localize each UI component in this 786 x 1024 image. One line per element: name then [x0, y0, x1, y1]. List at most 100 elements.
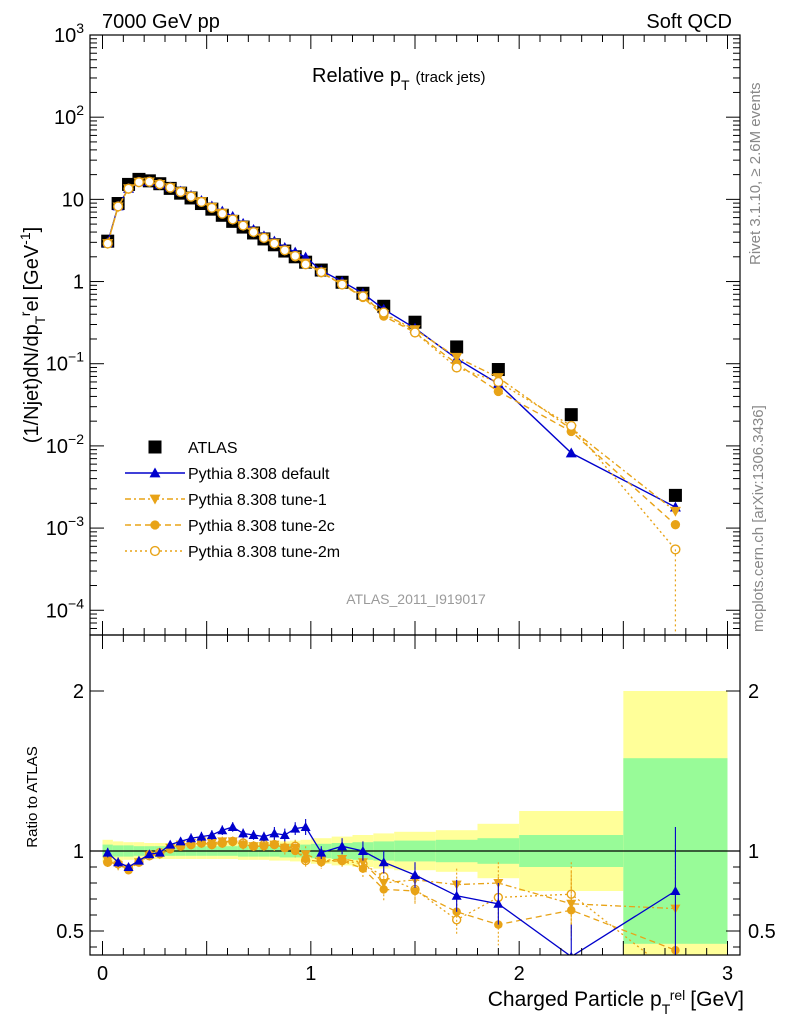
- ratio-point-pythia-8-308-tune-1-20: [316, 856, 327, 866]
- ratio-point-pythia-8-308-default-13: [238, 828, 249, 838]
- point-pythia-8-308-tune-2m-10: [206, 202, 217, 213]
- ratio-line-pythia-8-308-tune-2m: [107, 840, 650, 955]
- ratio-series-group: [102, 819, 681, 980]
- ratio-point-pythia-8-308-default-5: [154, 847, 165, 857]
- legend-item-pythia-8-308-tune-2m: Pythia 8.308 tune-2m: [125, 544, 340, 561]
- point-pythia-8-308-tune-2m-17: [279, 245, 290, 256]
- x-axis-label-suffix: [GeV]: [690, 988, 744, 1011]
- legend-label-pythia-8-308-tune-2c: Pythia 8.308 tune-2c: [188, 518, 335, 535]
- plot-title-suffix: (track jets): [416, 69, 486, 86]
- ratio-point-pythia-8-308-tune-1-11: [217, 837, 228, 847]
- main-y-axis-label: (1/Njet)dN/dpTrel [GeV-1]: [17, 227, 48, 443]
- main-panel: 10−4 10−3 10−2 10−1 1 10 102 103 Relative pT (tr…: [17, 20, 741, 636]
- point-pythia-8-308-tune-1-25: [451, 352, 463, 363]
- legend-label-pythia-8-308-default: Pythia 8.308 default: [188, 466, 330, 483]
- point-pythia-8-308-tune-2m-14: [248, 226, 259, 238]
- plot-title-main: Relative p: [312, 65, 401, 87]
- ratio-point-pythia-8-308-default-12: [227, 822, 238, 831]
- point-pythia-8-308-tune-2c-26: [493, 386, 504, 397]
- ratio-point-pythia-8-308-default-4: [144, 849, 155, 859]
- point-pythia-8-308-tune-2m-11: [217, 208, 228, 219]
- point-pythia-8-308-tune-2m-5: [154, 179, 165, 190]
- ratio-point-pythia-8-308-default-2: [123, 862, 134, 871]
- ratio-point-pythia-8-308-default-11: [217, 825, 228, 835]
- ratio-point-pythia-8-308-tune-1-12: [227, 837, 238, 847]
- point-pythia-8-308-tune-2m-13: [238, 220, 249, 231]
- x-axis-label-sup: rel: [670, 987, 686, 1003]
- point-pythia-8-308-tune-2c-28: [670, 520, 681, 530]
- ratio-point-pythia-8-308-default-27: [569, 951, 574, 955]
- ratio-point-pythia-8-308-tune-1-23: [378, 879, 389, 888]
- point-pythia-8-308-tune-2m-0: [102, 238, 113, 249]
- ratio-point-pythia-8-308-tune-1-19: [300, 850, 311, 860]
- legend-item-pythia-8-308-tune-1: Pythia 8.308 tune-1: [125, 492, 327, 509]
- y-tick-label-0: 10−4: [46, 595, 84, 622]
- point-pythia-8-308-tune-2m-12: [227, 214, 238, 225]
- ratio-point-pythia-8-308-tune-1-27: [566, 899, 577, 909]
- header-energy-label: 7000 GeV pp: [102, 11, 220, 33]
- watermark-label: ATLAS_2011_I919017: [346, 591, 486, 607]
- point-atlas-25: [450, 340, 464, 354]
- legend-label-pythia-8-308-tune-2m: Pythia 8.308 tune-2m: [188, 544, 340, 561]
- ratio-point-pythia-8-308-default-8: [186, 833, 197, 843]
- x-tick-label-2: 2: [514, 963, 525, 985]
- point-pythia-8-308-tune-2m-16: [269, 238, 280, 249]
- ratio-point-pythia-8-308-default-17: [279, 830, 290, 839]
- point-pythia-8-308-tune-2m-26: [493, 376, 504, 388]
- y-tick-label-2: 10−2: [46, 431, 84, 458]
- point-pythia-8-308-default-27: [565, 447, 577, 458]
- ratio-point-pythia-8-308-default-6: [165, 839, 176, 849]
- point-pythia-8-308-tune-2m-7: [175, 186, 186, 198]
- point-pythia-8-308-tune-2m-18: [290, 250, 301, 262]
- line-pythia-8-308-tune-2c: [107, 180, 676, 526]
- ratio-point-pythia-8-308-default-22: [357, 846, 368, 855]
- point-pythia-8-308-tune-2m-20: [316, 267, 327, 278]
- ratio-series-pythia-8-308-default: [102, 819, 681, 955]
- ratio-point-pythia-8-308-default-23: [378, 857, 389, 867]
- ratio-y-tick-label-left-1: 1: [73, 841, 84, 863]
- point-pythia-8-308-tune-2m-25: [451, 362, 462, 373]
- point-pythia-8-308-tune-2m-28: [670, 544, 681, 555]
- ratio-panel: 0.5 0.5 1 1 2 2 0 1 2 3 Ratio to ATLAS Charged Pa…: [24, 634, 776, 1017]
- legend-marker-pythia-8-308-default: [149, 467, 161, 478]
- ratio-point-pythia-8-308-default-21: [337, 841, 348, 851]
- point-pythia-8-308-tune-2m-22: [357, 291, 369, 302]
- plot-title: Relative pT (track jets): [312, 65, 486, 93]
- x-axis-label-sub: T: [662, 1001, 671, 1017]
- series-pythia-8-308-tune-2m: [102, 176, 681, 555]
- ratio-point-pythia-8-308-tune-1-13: [238, 840, 249, 850]
- x-tick-label-3: 3: [722, 963, 733, 985]
- point-pythia-8-308-tune-2m-6: [165, 182, 176, 193]
- x-tick-label-0: 0: [97, 963, 108, 985]
- x-tick-label-1: 1: [305, 963, 316, 985]
- ratio-point-pythia-8-308-tune-2m-28: [671, 972, 679, 980]
- point-atlas-27: [564, 408, 578, 422]
- rivet-version-label: Rivet 3.1.10, ≥ 2.6M events: [747, 83, 764, 266]
- point-pythia-8-308-tune-2m-15: [258, 232, 270, 243]
- plot-title-sub: T: [401, 77, 410, 93]
- x-axis-label: Charged Particle pTrel [GeV]: [488, 987, 744, 1017]
- ratio-y-tick-label-left-0: 0.5: [56, 921, 84, 943]
- ratio-point-pythia-8-308-tune-1-15: [258, 842, 269, 852]
- line-pythia-8-308-default: [107, 180, 676, 508]
- ratio-point-pythia-8-308-tune-1-16: [269, 840, 280, 850]
- legend-marker-pythia-8-308-tune-2c: [150, 520, 160, 530]
- point-pythia-8-308-tune-2m-24: [409, 327, 421, 338]
- ratio-point-pythia-8-308-default-15: [258, 831, 269, 841]
- ratio-point-pythia-8-308-tune-1-0: [102, 856, 113, 866]
- main-marks: [101, 172, 682, 635]
- point-pythia-8-308-tune-2m-27: [566, 420, 577, 432]
- point-pythia-8-308-tune-2m-21: [336, 279, 348, 290]
- ratio-y-tick-label-left-2: 2: [73, 681, 84, 703]
- ratio-point-pythia-8-308-tune-1-21: [337, 855, 348, 864]
- ratio-point-pythia-8-308-default-28: [670, 886, 681, 895]
- point-pythia-8-308-tune-2m-8: [185, 191, 197, 202]
- ratio-marks: [90, 691, 740, 980]
- point-pythia-8-308-tune-2m-4: [144, 176, 155, 187]
- y-tick-label-3: 10−1: [46, 349, 84, 376]
- main-axes: 10−4 10−3 10−2 10−1 1 10 102 103: [46, 20, 740, 635]
- point-atlas-26: [491, 363, 505, 377]
- y-tick-label-7: 103: [54, 20, 84, 47]
- point-pythia-8-308-tune-2m-1: [113, 201, 124, 212]
